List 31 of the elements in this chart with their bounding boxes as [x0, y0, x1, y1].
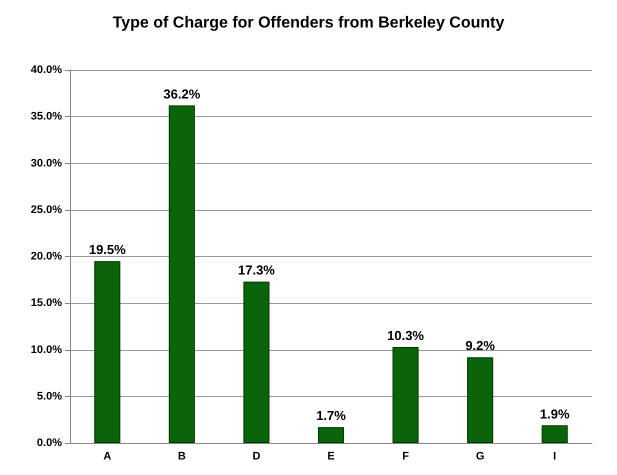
x-tick-label: I	[553, 450, 556, 462]
y-tick-label: 20.0%	[30, 250, 62, 262]
y-tick-label: 10.0%	[30, 344, 62, 356]
chart-title: Type of Charge for Offenders from Berkeley County	[112, 14, 504, 32]
data-label: 1.7%	[316, 408, 346, 424]
bar	[243, 282, 270, 443]
y-tick-label: 40.0%	[30, 64, 62, 76]
x-tick-label: F	[402, 450, 410, 462]
data-label: 17.3%	[238, 262, 276, 278]
x-tick-label: E	[327, 450, 335, 462]
y-tick-label: 25.0%	[30, 204, 62, 216]
y-tick-label: 0.0%	[36, 437, 62, 449]
y-tick-label: 35.0%	[30, 110, 62, 123]
data-label: 1.9%	[540, 406, 570, 422]
bar	[318, 427, 344, 443]
data-label: 19.5%	[88, 242, 126, 258]
bar	[467, 357, 494, 443]
y-tick-label: 5.0%	[36, 390, 62, 402]
data-label: 9.2%	[465, 338, 496, 354]
x-tick-label: B	[178, 450, 186, 462]
x-tick-label: D	[252, 450, 260, 462]
data-label: 10.3%	[387, 328, 424, 343]
bar	[94, 261, 120, 443]
y-tick-label: 30.0%	[30, 157, 62, 170]
y-tick-label: 15.0%	[30, 297, 62, 310]
bar	[542, 425, 568, 443]
data-label: 36.2%	[163, 86, 201, 102]
x-tick-label: A	[103, 450, 112, 462]
bar	[168, 105, 195, 443]
x-tick-label: G	[476, 450, 484, 462]
bar	[392, 346, 419, 443]
